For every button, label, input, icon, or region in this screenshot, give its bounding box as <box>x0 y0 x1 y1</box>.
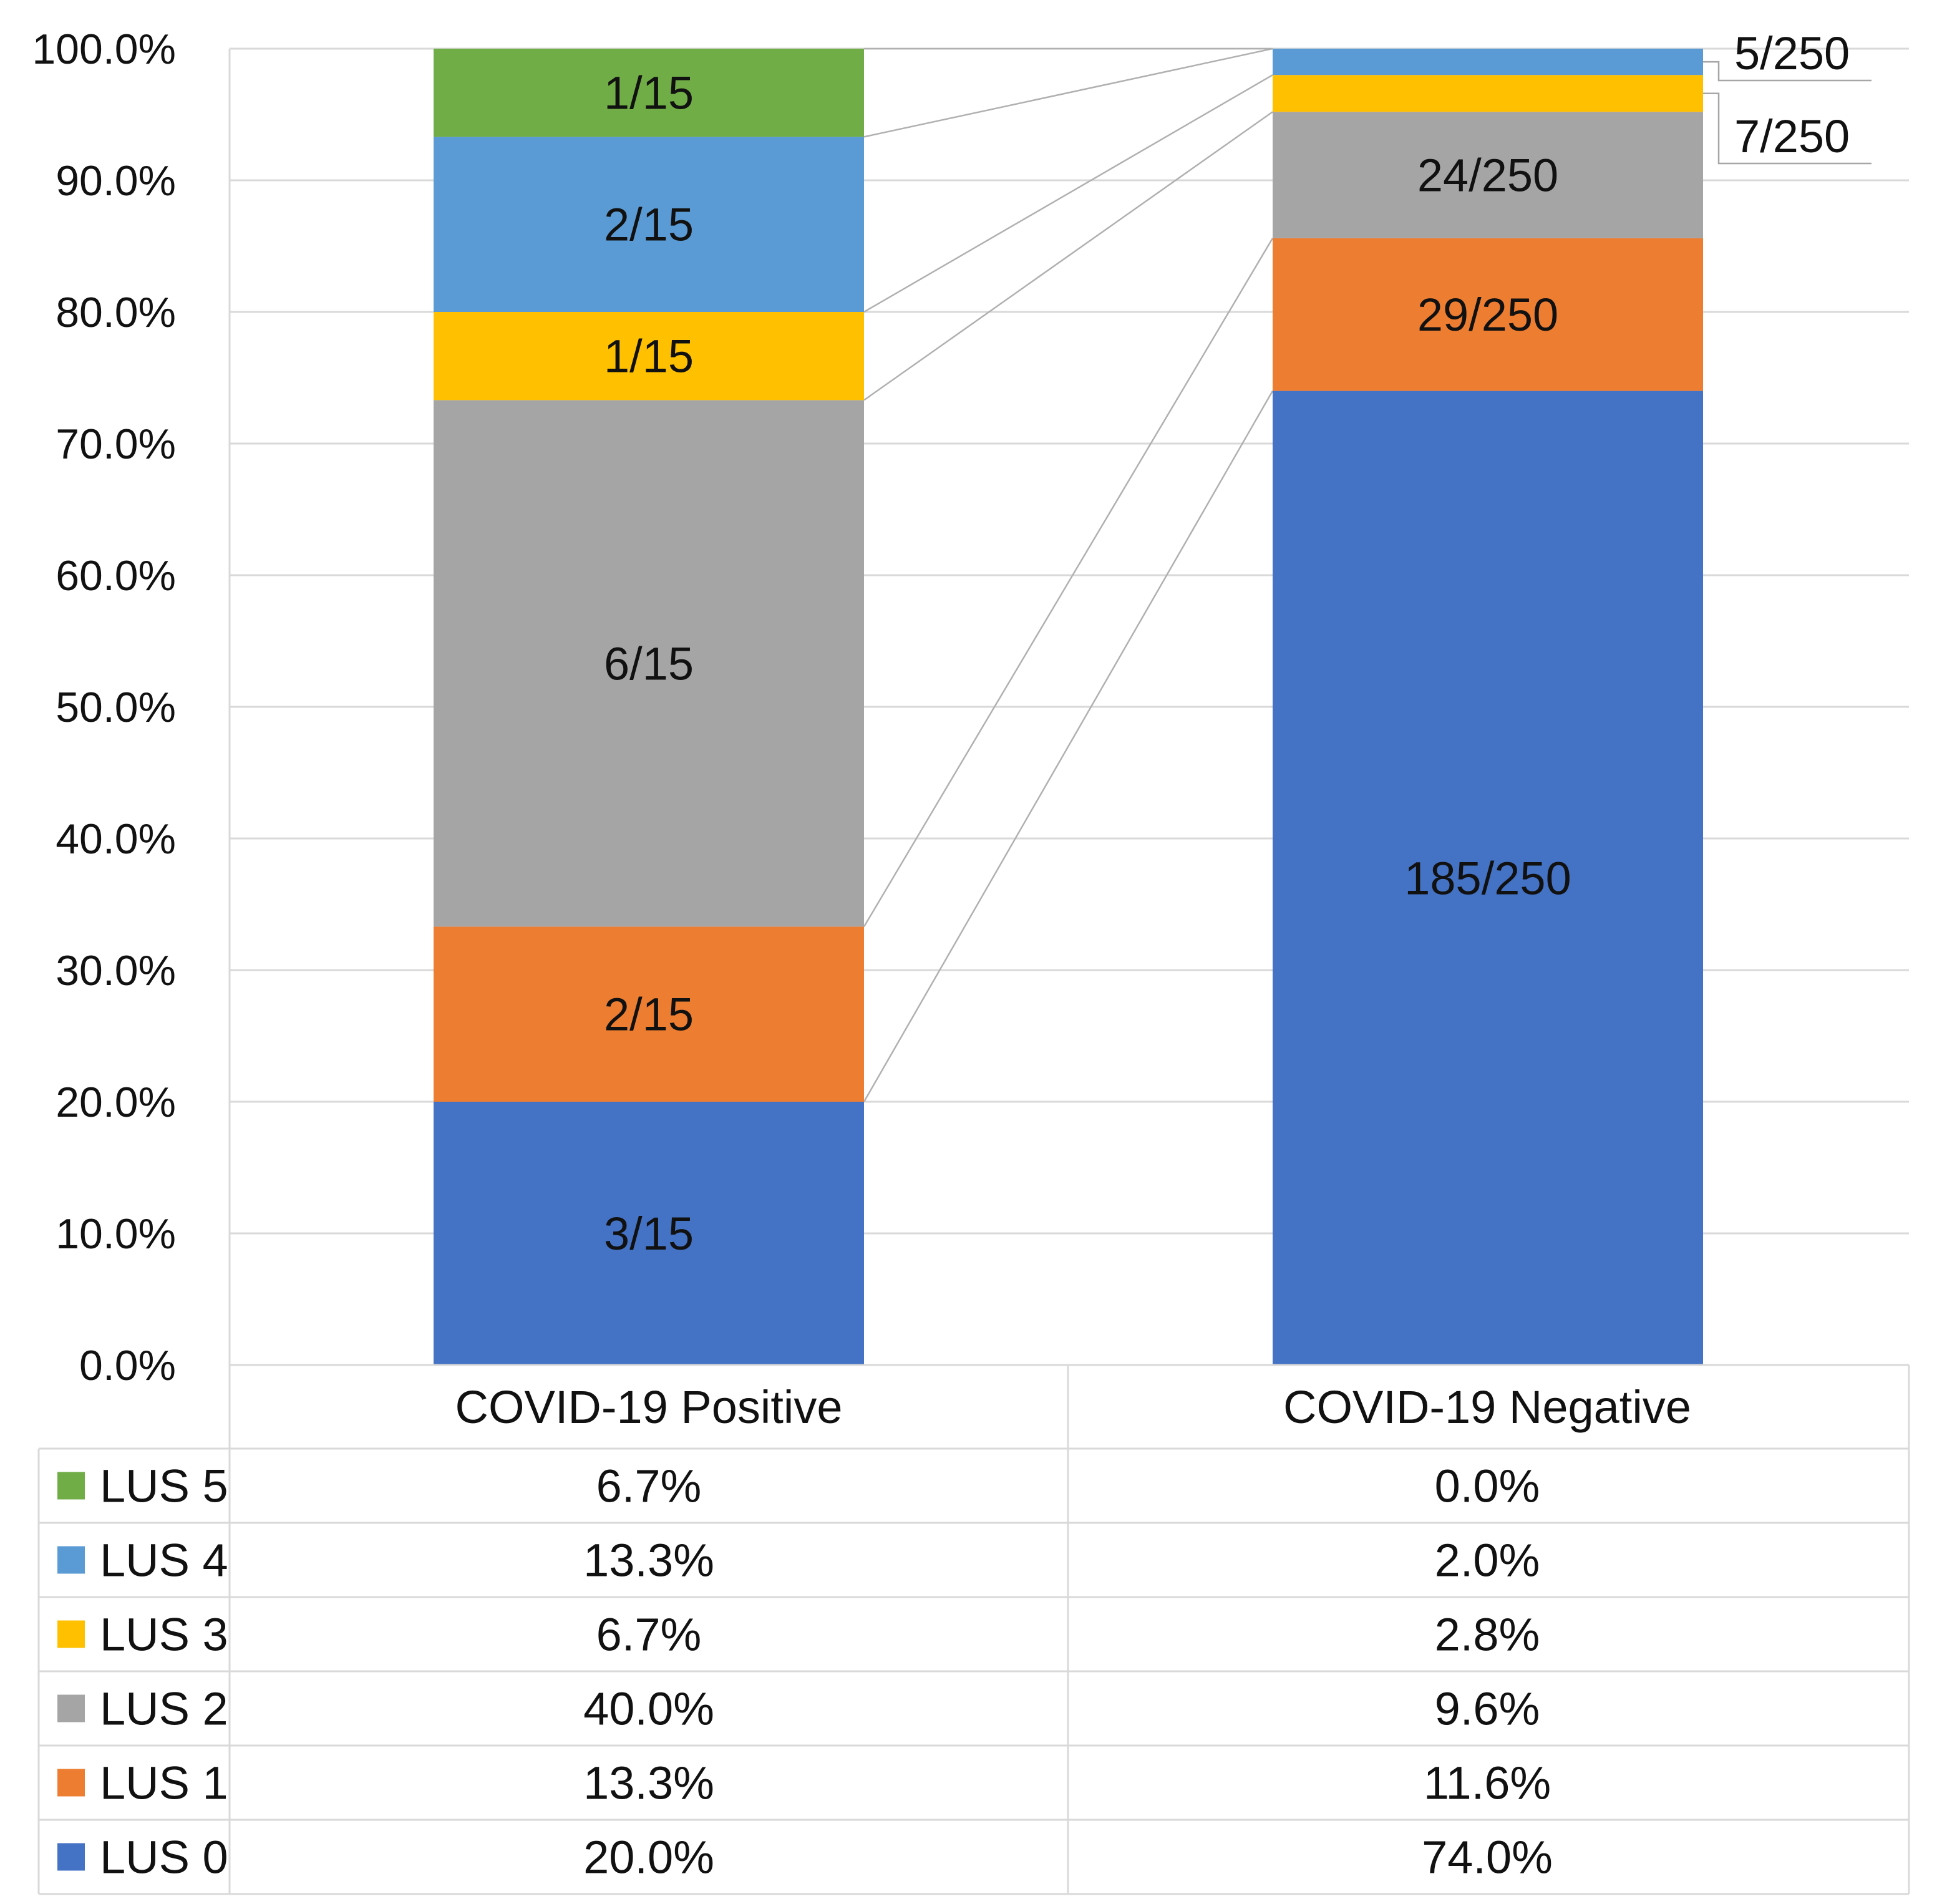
table-cell-lus-2-covid-19-positive: 40.0% <box>583 1683 714 1735</box>
y-axis-ticks: 0.0% 10.0% 20.0% 30.0% 40.0% 50.0% 60.0% 70.0% 8… <box>32 26 176 1389</box>
callout-leader-lus-4 <box>1703 61 1872 82</box>
bar-covid-19-positive-lus-1 <box>434 926 864 1102</box>
table-cell-lus-1-covid-19-negative: 11.6% <box>1424 1757 1551 1809</box>
data-label-covid-19-negative-lus-1: 29/250 <box>1417 289 1558 341</box>
y-tick-label: 0.0% <box>79 1342 176 1389</box>
series-line-lus-3 <box>863 74 1273 313</box>
table-cell-lus-2-covid-19-negative: 9.6% <box>1435 1683 1540 1735</box>
data-label-covid-19-positive-lus-1: 2/15 <box>604 989 694 1041</box>
data-table: COVID-19 Positive COVID-19 Negative LUS 5 6… <box>37 1364 1910 1895</box>
legend-key-lus-2 <box>57 1694 85 1722</box>
bar-covid-19-positive-lus-0 <box>434 1102 864 1365</box>
data-label-covid-19-positive-lus-3: 1/15 <box>604 331 694 382</box>
table-cell-lus-0-covid-19-positive: 20.0% <box>583 1832 714 1883</box>
bar-data-labels: 3/15 2/15 6/15 1/15 2/15 1/15 185/250 29/250 24/… <box>604 27 1872 1260</box>
legend-key-lus-1 <box>57 1769 85 1797</box>
table-cell-lus-5-covid-19-negative: 0.0% <box>1435 1460 1540 1512</box>
table-cell-lus-5-covid-19-positive: 6.7% <box>596 1460 702 1512</box>
table-cell-lus-3-covid-19-positive: 6.7% <box>596 1609 702 1661</box>
legend-label-lus-4: LUS 4 <box>100 1535 228 1586</box>
legend-key-lus-4 <box>57 1546 85 1574</box>
bar-covid-19-positive-lus-3 <box>434 312 864 401</box>
y-tick-label: 70.0% <box>56 420 176 468</box>
y-tick-label: 90.0% <box>56 157 176 205</box>
data-label-covid-19-negative-lus-3: 7/250 <box>1734 110 1850 162</box>
data-label-covid-19-positive-lus-4: 2/15 <box>604 199 694 251</box>
bar-covid-19-negative-lus-2 <box>1273 112 1703 238</box>
series-line-lus-2 <box>863 111 1273 401</box>
legend-label-lus-2: LUS 2 <box>100 1683 228 1735</box>
y-tick-label: 20.0% <box>56 1079 176 1126</box>
table-cell-lus-1-covid-19-positive: 13.3% <box>583 1757 714 1809</box>
legend-label-lus-3: LUS 3 <box>100 1609 228 1661</box>
y-tick-label: 50.0% <box>56 684 176 731</box>
bars <box>434 49 1703 1365</box>
y-tick-label: 40.0% <box>56 815 176 863</box>
table-cell-lus-3-covid-19-negative: 2.8% <box>1435 1609 1540 1661</box>
data-label-covid-19-negative-lus-2: 24/250 <box>1417 150 1558 202</box>
series-line-lus-1 <box>863 238 1274 928</box>
callout-leader-lus-3 <box>1703 92 1872 165</box>
bar-covid-19-negative-lus-4 <box>1273 49 1703 75</box>
table-cell-lus-0-covid-19-negative: 74.0% <box>1422 1832 1553 1883</box>
legend-key-lus-3 <box>57 1620 85 1648</box>
series-line-lus-4 <box>863 47 1273 138</box>
data-label-covid-19-positive-lus-0: 3/15 <box>604 1208 694 1260</box>
y-tick-label: 10.0% <box>56 1210 176 1258</box>
bar-covid-19-negative-lus-3 <box>1273 75 1703 112</box>
x-tick-label-covid-19-negative: COVID-19 Negative <box>1283 1381 1691 1433</box>
series-connector-lines <box>863 47 1274 1102</box>
bar-covid-19-positive-lus-4 <box>434 137 864 312</box>
legend-label-lus-5: LUS 5 <box>100 1460 228 1512</box>
y-tick-label: 30.0% <box>56 947 176 994</box>
legend-label-lus-0: LUS 0 <box>100 1832 228 1883</box>
data-label-covid-19-negative-lus-4: 5/250 <box>1734 27 1850 79</box>
y-tick-label: 80.0% <box>56 289 176 336</box>
legend-label-lus-1: LUS 1 <box>100 1757 228 1809</box>
bar-covid-19-positive-lus-5 <box>434 49 864 137</box>
legend-key-lus-5 <box>57 1472 85 1500</box>
x-tick-label-covid-19-positive: COVID-19 Positive <box>455 1381 843 1433</box>
bar-covid-19-positive-lus-2 <box>434 400 864 927</box>
bar-covid-19-negative-lus-1 <box>1273 238 1703 391</box>
data-label-covid-19-positive-lus-5: 1/15 <box>604 67 694 119</box>
table-cell-lus-4-covid-19-positive: 13.3% <box>583 1535 714 1586</box>
legend-key-lus-0 <box>57 1843 85 1871</box>
y-tick-label: 100.0% <box>32 26 176 73</box>
bar-covid-19-negative-lus-0 <box>1273 391 1703 1365</box>
table-cell-lus-4-covid-19-negative: 2.0% <box>1435 1535 1540 1586</box>
data-label-covid-19-negative-lus-0: 185/250 <box>1404 852 1571 904</box>
data-label-covid-19-positive-lus-2: 6/15 <box>604 638 694 689</box>
series-line-lus-0 <box>863 390 1274 1102</box>
y-tick-label: 60.0% <box>56 552 176 600</box>
